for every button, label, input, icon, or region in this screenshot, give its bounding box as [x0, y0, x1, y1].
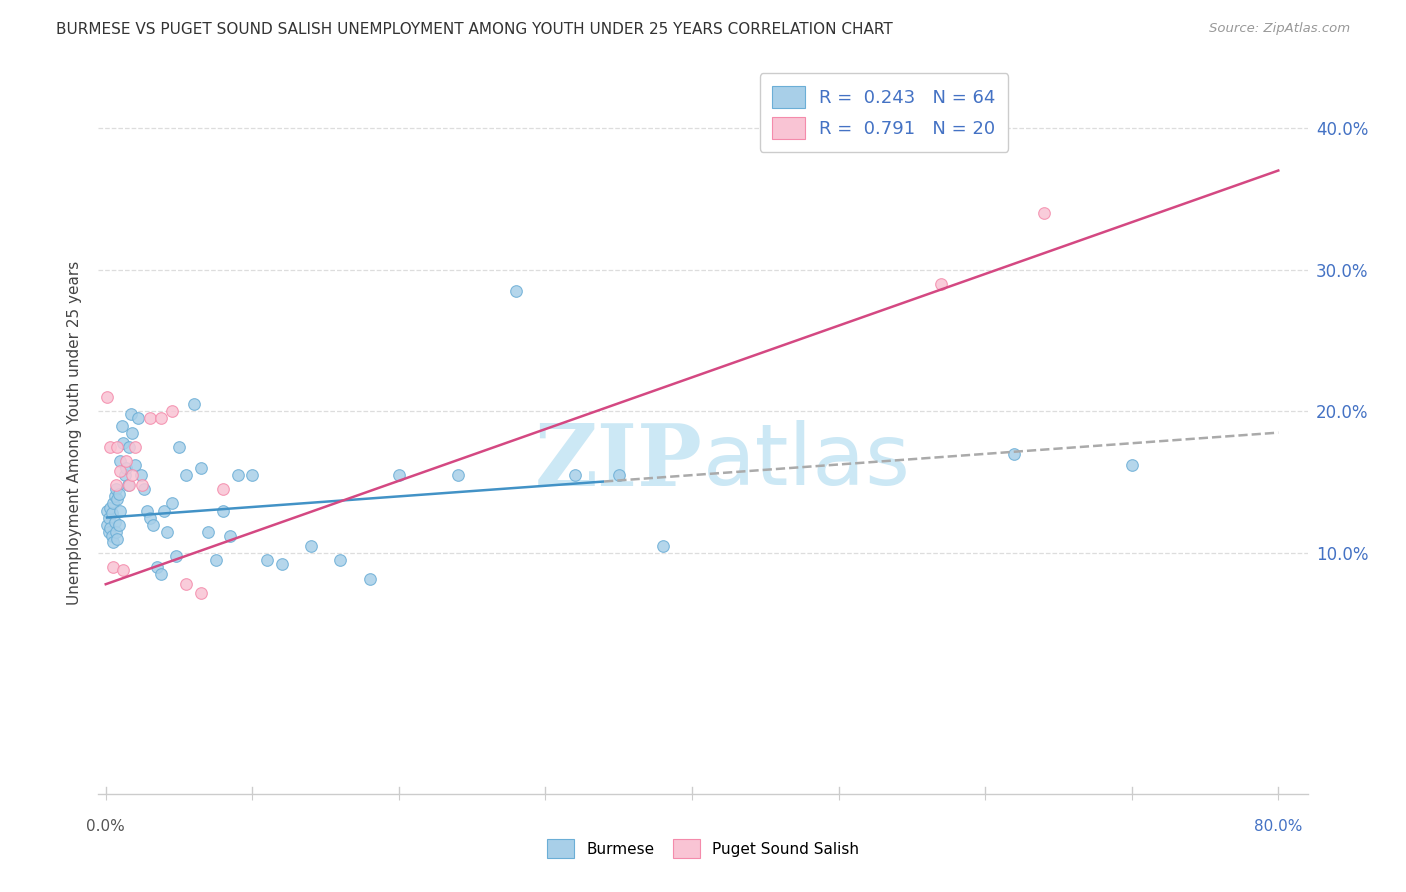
Point	[270, 558, 292, 572]
Point	[121, 425, 143, 440]
Point	[156, 524, 179, 539]
Point	[124, 440, 146, 454]
Point	[226, 468, 249, 483]
Point	[359, 572, 381, 586]
Point	[96, 503, 118, 517]
Point	[103, 515, 125, 529]
Point	[127, 411, 149, 425]
Point	[165, 549, 187, 563]
Point	[98, 520, 121, 534]
Point	[124, 458, 146, 473]
Point	[1032, 206, 1054, 220]
Text: Source: ZipAtlas.com: Source: ZipAtlas.com	[1209, 22, 1350, 36]
Point	[112, 563, 135, 577]
Point	[183, 397, 205, 411]
Point	[219, 529, 242, 543]
Point	[160, 496, 183, 510]
Point	[96, 517, 118, 532]
Legend: Burmese, Puget Sound Salish: Burmese, Puget Sound Salish	[538, 832, 868, 866]
Text: BURMESE VS PUGET SOUND SALISH UNEMPLOYMENT AMONG YOUTH UNDER 25 YEARS CORRELATIO: BURMESE VS PUGET SOUND SALISH UNEMPLOYME…	[56, 22, 893, 37]
Text: 0.0%: 0.0%	[86, 819, 125, 834]
Point	[98, 440, 121, 454]
Point	[105, 524, 128, 539]
Point	[129, 468, 152, 483]
Point	[101, 560, 124, 574]
Point	[153, 503, 176, 517]
Point	[108, 486, 131, 500]
Point	[121, 468, 143, 483]
Point	[103, 489, 125, 503]
Point	[101, 496, 124, 510]
Point	[115, 461, 138, 475]
Point	[299, 539, 322, 553]
Point	[564, 468, 586, 483]
Text: atlas: atlas	[703, 420, 911, 503]
Point	[111, 418, 134, 433]
Point	[1121, 458, 1143, 473]
Point	[160, 404, 183, 418]
Point	[146, 560, 169, 574]
Point	[212, 483, 235, 497]
Point	[115, 454, 138, 468]
Point	[388, 468, 411, 483]
Point	[118, 440, 141, 454]
Point	[105, 483, 128, 497]
Point	[112, 435, 135, 450]
Point	[505, 284, 527, 298]
Point	[100, 507, 122, 521]
Point	[176, 577, 198, 591]
Point	[120, 407, 142, 421]
Point	[117, 478, 139, 492]
Y-axis label: Unemployment Among Youth under 25 years: Unemployment Among Youth under 25 years	[67, 260, 83, 605]
Point	[107, 532, 129, 546]
Point	[132, 483, 155, 497]
Point	[97, 524, 120, 539]
Point	[110, 454, 132, 468]
Point	[197, 524, 219, 539]
Point	[150, 567, 173, 582]
Point	[176, 468, 198, 483]
Point	[108, 517, 131, 532]
Point	[651, 539, 673, 553]
Point	[446, 468, 468, 483]
Point	[118, 478, 141, 492]
Point	[204, 553, 226, 567]
Point	[107, 440, 129, 454]
Point	[329, 553, 352, 567]
Point	[105, 478, 128, 492]
Point	[131, 478, 153, 492]
Point	[142, 517, 165, 532]
Point	[167, 440, 190, 454]
Point	[240, 468, 263, 483]
Point	[190, 585, 212, 599]
Point	[138, 510, 160, 524]
Point	[190, 461, 212, 475]
Text: ZIP: ZIP	[536, 419, 703, 503]
Point	[150, 411, 173, 425]
Point	[135, 503, 157, 517]
Point	[101, 534, 124, 549]
Point	[110, 503, 132, 517]
Point	[107, 492, 129, 507]
Point	[607, 468, 630, 483]
Point	[97, 510, 120, 524]
Text: 80.0%: 80.0%	[1254, 819, 1302, 834]
Point	[138, 411, 160, 425]
Point	[114, 468, 136, 483]
Point	[1004, 447, 1026, 461]
Point	[110, 464, 132, 478]
Point	[929, 277, 952, 291]
Point	[256, 553, 278, 567]
Point	[100, 529, 122, 543]
Point	[212, 503, 235, 517]
Point	[98, 500, 121, 515]
Point	[96, 390, 118, 404]
